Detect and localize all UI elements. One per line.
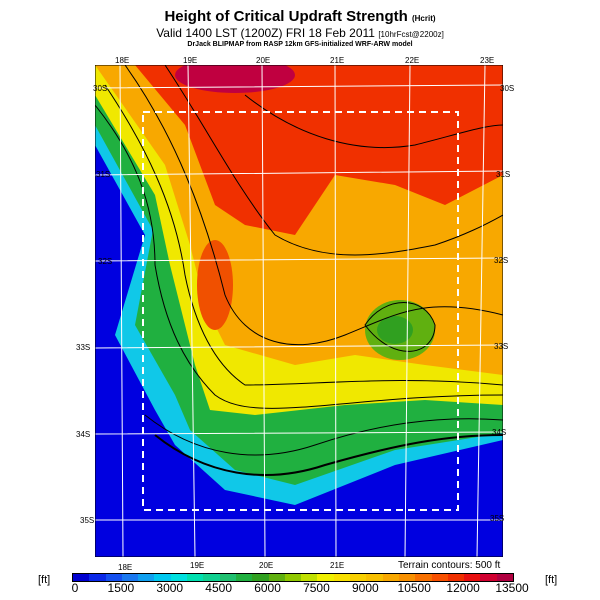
colorbar-swatch: [447, 574, 465, 581]
valid-time: Valid 1400 LST (1200Z) FRI 18 Feb 2011 […: [0, 26, 600, 40]
colorbar-swatch: [366, 574, 383, 581]
lon-label-bottom: 19E: [190, 561, 205, 570]
colorbar: [72, 573, 514, 582]
colorbar-swatch: [154, 574, 171, 581]
lat-label-left: 34S: [76, 430, 91, 439]
colorbar-tick-label: 0: [71, 581, 79, 595]
colorbar-swatch: [382, 574, 399, 581]
chart-title: Height of Critical Updraft Strength (Hcr…: [0, 8, 600, 25]
terrain-contours: [95, 65, 503, 476]
colorbar-tick-label: 9000: [351, 581, 379, 595]
title-text: Height of Critical Updraft Strength: [164, 8, 408, 25]
colorbar-swatch: [464, 574, 481, 581]
lat-label-right: 35S: [490, 514, 505, 523]
lat-label-left: 32S: [98, 257, 113, 266]
colorbar-swatch: [398, 574, 416, 581]
colorbar-swatch: [350, 574, 367, 581]
lon-label-top: 20E: [256, 56, 271, 65]
lon-label-top: 21E: [330, 56, 345, 65]
lon-label-bottom: 21E: [330, 561, 345, 570]
colorbar-swatch: [431, 574, 448, 581]
lat-lon-grid: [95, 65, 503, 557]
colorbar-swatch: [219, 574, 236, 581]
colorbar-swatch: [187, 574, 204, 581]
lat-label-left: 33S: [76, 343, 91, 352]
lon-label-top: 22E: [405, 56, 420, 65]
low-patch-east-core: [377, 316, 413, 344]
colorbar-tick-label: 3000: [156, 581, 184, 595]
colorbar-swatch: [252, 574, 269, 581]
colorbar-tick-label: 13500: [495, 581, 529, 595]
colorbar-unit-left: [ft]: [38, 574, 51, 586]
colorbar-swatch: [203, 574, 220, 581]
lon-label-top: 19E: [183, 56, 198, 65]
lat-label-left: 35S: [80, 516, 95, 525]
colorbar-swatch: [333, 574, 351, 581]
colorbar-swatch: [89, 574, 106, 581]
colorbar-tick-label: 7500: [303, 581, 330, 595]
land-red: [135, 65, 503, 235]
title-unit: (Hcrit): [411, 14, 436, 23]
colorbar-swatch: [121, 574, 139, 581]
colorbar-swatch: [317, 574, 334, 581]
forecast-tag: [10hrFcst@2200z]: [378, 30, 444, 39]
colorbar-swatch: [170, 574, 188, 581]
lat-label-right: 32S: [494, 256, 509, 265]
terrain-contour-note: Terrain contours: 500 ft: [398, 560, 501, 571]
red-patch: [197, 240, 233, 330]
lon-label-top: 18E: [115, 56, 130, 65]
colorbar-tick-label: 4500: [205, 581, 232, 595]
colorbar-swatch: [284, 574, 302, 581]
high-patch: [175, 65, 295, 93]
colorbar-unit-right: [ft]: [545, 574, 558, 586]
model-credit: DrJack BLIPMAP from RASP 12km GFS-initia…: [187, 41, 413, 48]
lon-label-bottom: 20E: [259, 561, 274, 570]
colorbar-swatch: [415, 574, 432, 581]
colorbar-swatch: [496, 574, 514, 581]
lat-label-right: 31S: [496, 170, 511, 179]
lon-label-top: 23E: [480, 56, 495, 65]
inner-domain-boundary: [142, 111, 459, 511]
lat-label-left: 31S: [96, 170, 111, 179]
valid-line: Valid 1400 LST (1200Z) FRI 18 Feb 2011: [156, 26, 375, 40]
colorbar-tick-label: 12000: [446, 581, 480, 595]
colorbar-swatch: [138, 574, 155, 581]
colorbar-swatch: [268, 574, 285, 581]
colorbar-swatch: [301, 574, 318, 581]
colorbar-tick-label: 1500: [107, 581, 135, 595]
colorbar-tick-label: 10500: [397, 581, 431, 595]
lat-label-right: 30S: [500, 84, 515, 93]
hcrit-map: [95, 65, 503, 557]
lon-label-bottom: 18E: [118, 563, 133, 572]
colorbar-swatch: [480, 574, 497, 581]
colorbar-tick-label: 6000: [254, 581, 281, 595]
lat-label-left: 30S: [93, 84, 108, 93]
colorbar-swatch: [105, 574, 122, 581]
colorbar-swatch: [73, 574, 90, 581]
colorbar-swatch: [235, 574, 253, 581]
lat-label-right: 34S: [492, 428, 507, 437]
lat-label-right: 33S: [494, 342, 509, 351]
